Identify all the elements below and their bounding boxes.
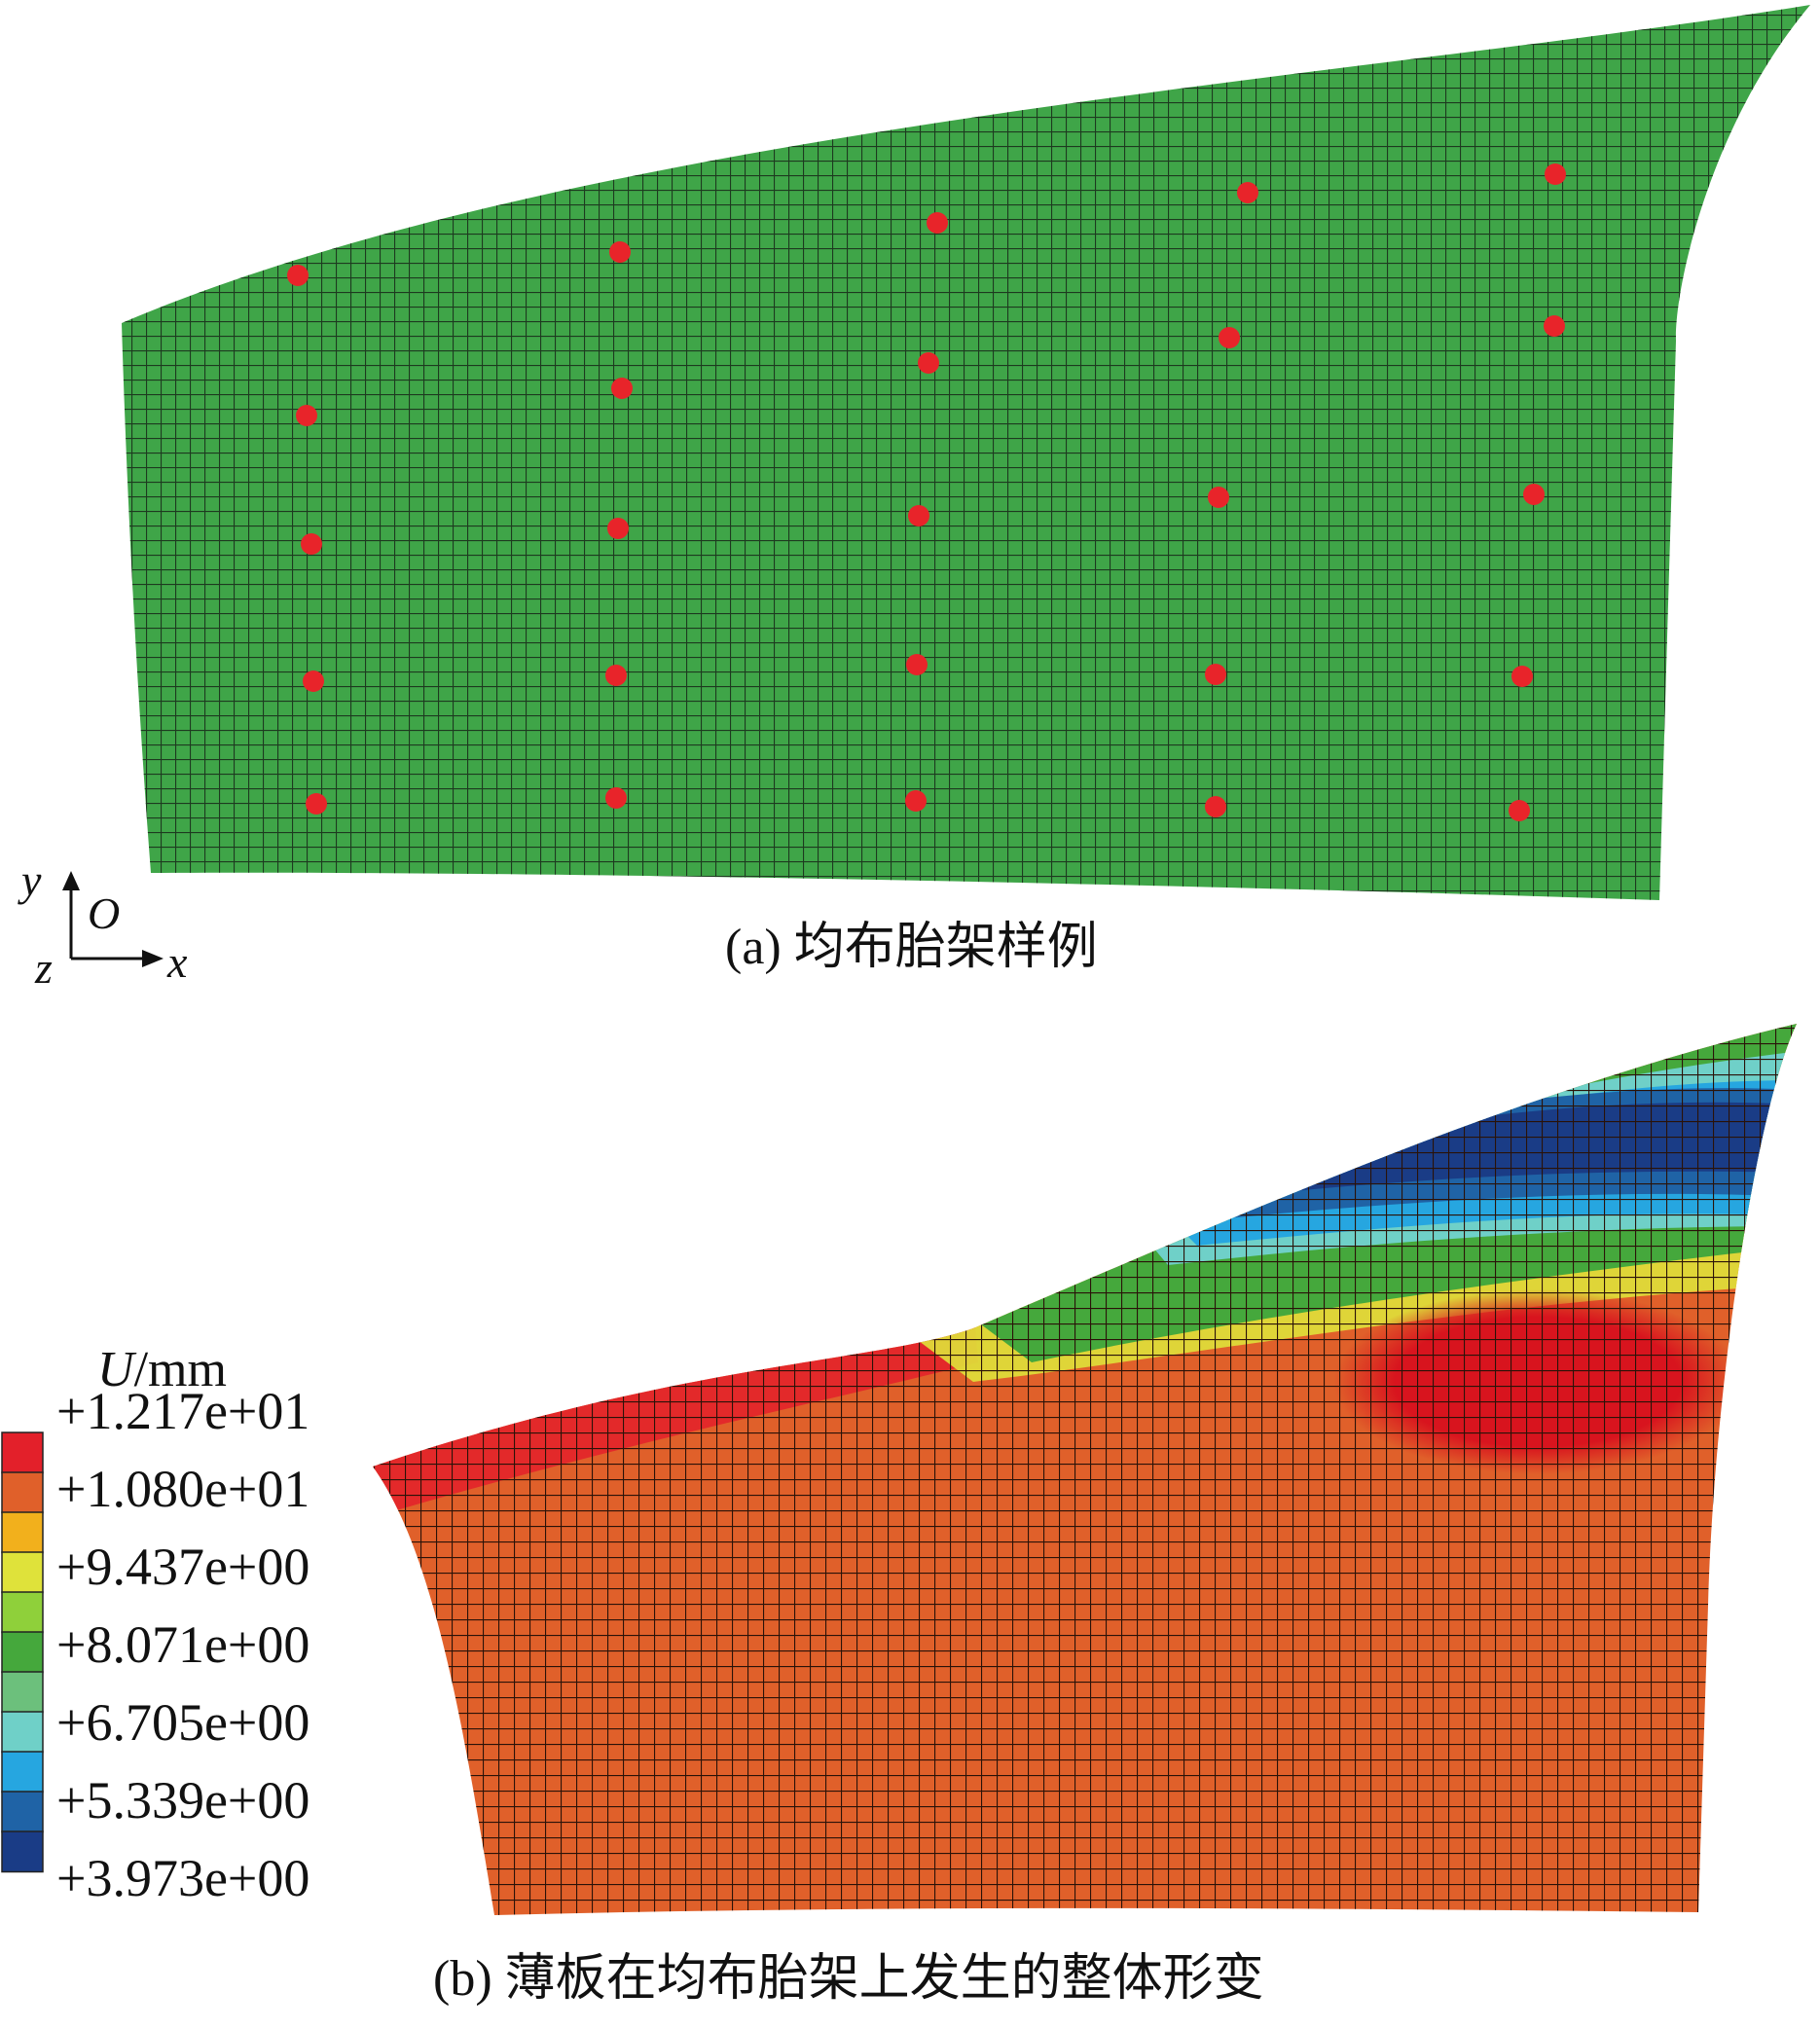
plate-a-grid [122,5,1810,900]
legend-tick-label: +8.071e+00 [56,1615,310,1674]
x-axis-label: x [167,937,188,987]
legend-swatch [1,1511,44,1554]
legend-swatch [1,1671,44,1714]
support-marker [908,505,929,526]
support-marker [1208,487,1229,508]
support-marker [296,405,317,426]
support-marker [306,793,327,815]
support-marker [906,654,928,675]
caption-b: (b) 薄板在均布胎架上发生的整体形变 [433,1951,1264,2007]
support-marker [301,533,322,555]
support-marker [1237,182,1258,203]
plate-b-grid [373,1024,1797,1915]
support-marker [927,212,948,234]
y-axis-arrowhead [62,871,80,890]
support-marker [1544,315,1565,337]
support-marker [1511,666,1533,687]
legend-swatch [1,1751,44,1793]
legend-swatch [1,1711,44,1754]
support-marker [1523,484,1545,505]
legend-swatch [1,1830,44,1873]
z-axis-label: z [35,943,53,993]
support-marker [1205,796,1226,817]
legend-tick-label: +6.705e+00 [56,1693,310,1752]
legend-tick-label: +1.217e+01 [56,1382,310,1440]
legend-swatch [1,1471,44,1514]
legend-swatch [1,1631,44,1674]
y-axis-label: y [21,855,42,905]
legend-color-bar [1,1431,44,1873]
x-axis-arrowhead [142,950,164,967]
support-marker [605,665,627,686]
support-marker [1205,664,1226,685]
legend-swatch [1,1551,44,1594]
support-marker [607,518,629,539]
support-marker [1545,163,1566,185]
support-marker [611,378,633,399]
axis-triad [62,871,164,967]
legend-symbol: U [97,1342,134,1397]
origin-label: O [88,888,121,938]
legend-tick-label: +5.339e+00 [56,1771,310,1830]
legend-swatch [1,1431,44,1474]
support-marker [918,352,939,374]
legend-unit: /mm [133,1342,227,1397]
contour-bands [373,1024,1797,1915]
support-marker [1219,327,1240,348]
support-marker [1509,800,1530,821]
support-marker [609,241,631,263]
support-marker [605,787,627,809]
support-marker [287,265,309,286]
legend-tick-label: +3.973e+00 [56,1849,310,1907]
legend-title: U/mm [97,1341,227,1398]
panel-b-mesh [373,1024,1797,1915]
legend-tick-label: +9.437e+00 [56,1538,310,1596]
panel-a-mesh [122,5,1810,900]
caption-a: (a) 均布胎架样例 [725,920,1098,975]
legend-swatch [1,1591,44,1634]
support-markers [287,163,1566,821]
support-marker [905,790,927,812]
support-marker [303,670,324,692]
legend-tick-label: +1.080e+01 [56,1460,310,1518]
legend-swatch [1,1791,44,1833]
